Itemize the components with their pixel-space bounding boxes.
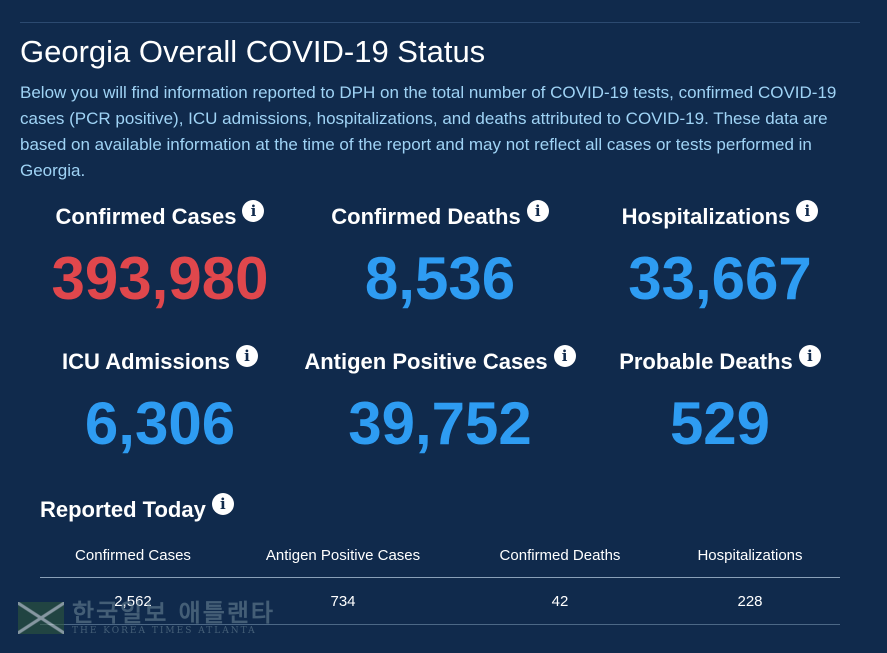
info-icon[interactable]: i	[211, 493, 234, 515]
info-icon[interactable]: i	[235, 345, 258, 367]
table-header-cell: Antigen Positive Cases	[265, 547, 421, 564]
stat-label-wrap: Confirmed Deaths i	[331, 200, 549, 230]
stat-label-wrap: Antigen Positive Cases i	[304, 345, 576, 375]
stat-label: Confirmed Cases	[55, 204, 237, 229]
stat-label-wrap: Hospitalizations i	[621, 200, 819, 230]
stat-label: Probable Deaths	[619, 349, 793, 374]
watermark-english: THE KOREA TIMES ATLANTA	[72, 626, 257, 636]
watermark-text: 한국일보 애틀랜타 THE KOREA TIMES ATLANTA	[72, 600, 275, 636]
page-title: Georgia Overall COVID-19 Status	[20, 34, 486, 69]
top-divider	[20, 22, 860, 23]
info-icon[interactable]: i	[526, 200, 549, 222]
stat-confirmed-deaths: Confirmed Deaths i 8,536	[300, 200, 580, 312]
stat-label: ICU Admissions	[62, 349, 230, 374]
table-header-cell: Confirmed Deaths	[499, 547, 621, 564]
reported-today-title: Reported Today	[40, 497, 206, 522]
info-icon[interactable]: i	[798, 345, 821, 367]
stat-label: Hospitalizations	[621, 204, 791, 229]
watermark-korean: 한국일보 애틀랜타	[72, 599, 275, 627]
table-cell: 734	[330, 592, 356, 610]
intro-text: Below you will find information reported…	[20, 83, 837, 180]
stat-label-wrap: Probable Deaths i	[619, 345, 821, 375]
stat-value: 33,667	[628, 245, 812, 312]
stat-label-wrap: ICU Admissions i	[62, 345, 258, 375]
table-cell: 42	[551, 592, 569, 610]
info-icon[interactable]: i	[553, 345, 576, 367]
watermark: 한국일보 애틀랜타 THE KOREA TIMES ATLANTA	[18, 598, 275, 638]
stat-value: 393,980	[51, 245, 269, 312]
stat-icu-admissions: ICU Admissions i 6,306	[20, 345, 300, 457]
stat-label: Confirmed Deaths	[331, 204, 521, 229]
stat-probable-deaths: Probable Deaths i 529	[580, 345, 860, 457]
table-header-row: Confirmed Cases Antigen Positive Cases C…	[40, 534, 840, 578]
stat-confirmed-cases: Confirmed Cases i 393,980	[20, 200, 300, 312]
stat-hospitalizations: Hospitalizations i 33,667	[580, 200, 860, 312]
table-header-cell: Hospitalizations	[697, 547, 803, 564]
info-icon[interactable]: i	[796, 200, 819, 222]
table-cell: 228	[737, 592, 763, 610]
stat-label-wrap: Confirmed Cases i	[55, 200, 265, 230]
stat-value: 8,536	[364, 245, 516, 312]
watermark-logo	[18, 602, 64, 634]
stat-value: 529	[669, 390, 771, 457]
table-row: 2,562 734 42 228	[40, 578, 840, 625]
info-icon[interactable]: i	[242, 200, 265, 222]
table-header-cell: Confirmed Cases	[75, 547, 191, 564]
stat-value: 39,752	[348, 390, 532, 457]
reported-today-table: Confirmed Cases Antigen Positive Cases C…	[40, 534, 840, 625]
table-cell: 2,562	[114, 592, 152, 610]
stat-value: 6,306	[84, 390, 236, 457]
stat-label: Antigen Positive Cases	[304, 349, 548, 374]
reported-today-heading: Reported Today i	[40, 493, 234, 523]
stat-antigen-positive-cases: Antigen Positive Cases i 39,752	[300, 345, 580, 457]
